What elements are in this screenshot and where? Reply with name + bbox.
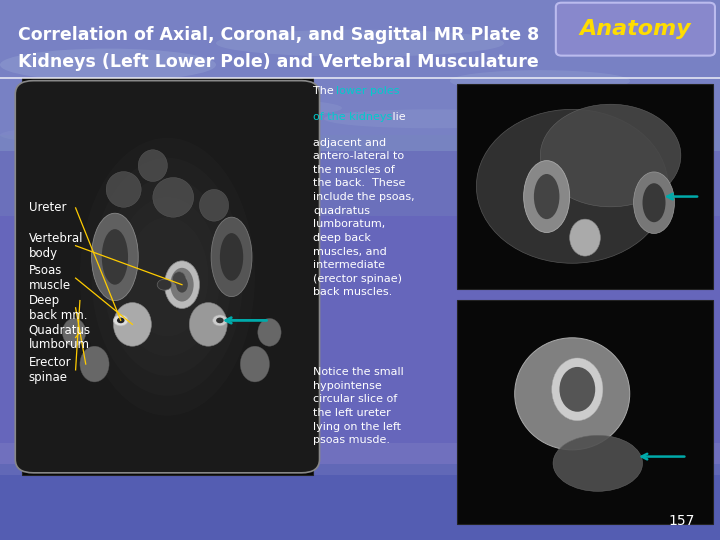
Circle shape <box>157 279 172 290</box>
Ellipse shape <box>570 219 600 256</box>
Text: Vertebral
body: Vertebral body <box>29 232 84 260</box>
Text: Anatomy: Anatomy <box>580 19 692 39</box>
Text: lie: lie <box>389 112 405 123</box>
Ellipse shape <box>477 109 668 263</box>
Ellipse shape <box>559 367 595 411</box>
Ellipse shape <box>153 178 194 217</box>
Ellipse shape <box>80 346 109 382</box>
Ellipse shape <box>0 49 216 81</box>
Bar <box>0 0 720 151</box>
Ellipse shape <box>127 217 208 336</box>
Text: The: The <box>313 86 338 97</box>
Ellipse shape <box>523 160 570 232</box>
Text: Correlation of Axial, Coronal, and Sagittal MR Plate 8: Correlation of Axial, Coronal, and Sagit… <box>18 26 539 44</box>
Circle shape <box>216 318 224 323</box>
Bar <box>0 443 720 475</box>
Bar <box>0 464 720 540</box>
Circle shape <box>114 315 128 326</box>
Ellipse shape <box>63 319 86 346</box>
Ellipse shape <box>103 178 232 376</box>
FancyBboxPatch shape <box>556 3 715 56</box>
Text: Deep
back mm.: Deep back mm. <box>29 294 87 322</box>
Ellipse shape <box>138 150 167 181</box>
Text: Quadratus
lumborum: Quadratus lumborum <box>29 323 91 352</box>
Text: Psoas
muscle: Psoas muscle <box>29 264 71 292</box>
Ellipse shape <box>540 104 681 207</box>
Ellipse shape <box>106 172 141 207</box>
Text: Erector
spinae: Erector spinae <box>29 356 71 384</box>
Ellipse shape <box>552 358 603 421</box>
Circle shape <box>117 318 125 323</box>
Ellipse shape <box>211 217 252 296</box>
Text: of the kidneys: of the kidneys <box>313 112 392 123</box>
Ellipse shape <box>171 268 194 301</box>
Text: Ureter: Ureter <box>29 201 66 214</box>
Text: 157: 157 <box>668 514 695 528</box>
Bar <box>457 84 713 289</box>
Ellipse shape <box>80 138 255 416</box>
Ellipse shape <box>240 346 269 382</box>
Text: adjacent and
antero-lateral to
the muscles of
the back.  These
include the psoas: adjacent and antero-lateral to the muscl… <box>313 138 415 298</box>
Ellipse shape <box>216 30 504 57</box>
Ellipse shape <box>90 97 342 119</box>
Ellipse shape <box>220 233 243 281</box>
Ellipse shape <box>515 338 630 450</box>
Ellipse shape <box>642 183 665 222</box>
Ellipse shape <box>176 276 188 293</box>
Ellipse shape <box>114 302 151 346</box>
Text: Kidneys (Left Lower Pole) and Vertebral Musculature: Kidneys (Left Lower Pole) and Vertebral … <box>18 53 539 71</box>
Ellipse shape <box>91 158 243 396</box>
Ellipse shape <box>173 272 186 286</box>
Text: lower poles: lower poles <box>336 86 400 97</box>
Bar <box>457 300 713 524</box>
Ellipse shape <box>324 109 540 128</box>
Text: Notice the small
hypointense
circular slice of
the left ureter
lying on the left: Notice the small hypointense circular sl… <box>313 367 404 445</box>
Ellipse shape <box>115 197 220 356</box>
Ellipse shape <box>199 190 229 221</box>
Circle shape <box>212 315 228 326</box>
Bar <box>0 135 720 216</box>
FancyBboxPatch shape <box>15 80 320 473</box>
Ellipse shape <box>91 213 138 301</box>
Ellipse shape <box>534 174 559 219</box>
Ellipse shape <box>553 435 642 491</box>
Ellipse shape <box>634 172 675 233</box>
Bar <box>22 78 313 475</box>
Ellipse shape <box>258 319 281 346</box>
Ellipse shape <box>0 127 144 143</box>
Ellipse shape <box>164 261 199 308</box>
Ellipse shape <box>189 302 228 346</box>
Ellipse shape <box>450 70 630 92</box>
Ellipse shape <box>102 229 128 285</box>
